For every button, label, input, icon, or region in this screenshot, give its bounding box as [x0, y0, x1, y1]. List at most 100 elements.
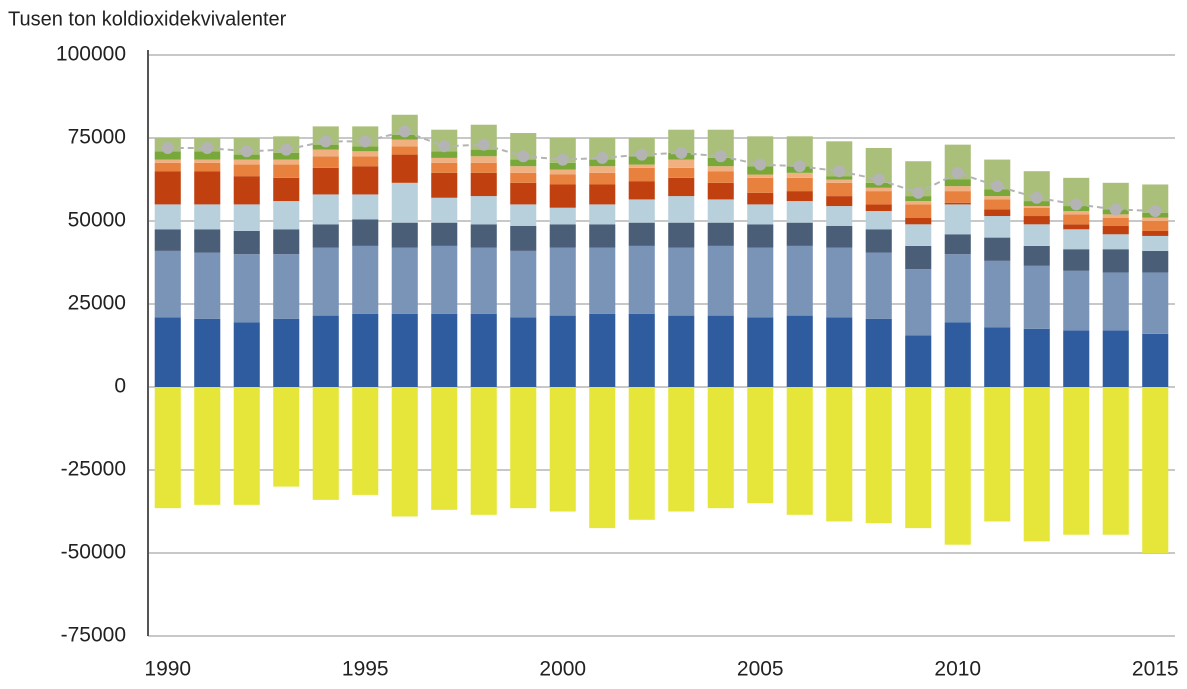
bar-segment: [233, 159, 260, 165]
line-marker: [912, 186, 925, 199]
line-marker: [991, 180, 1004, 193]
bar-segment: [154, 387, 181, 509]
bar-segment: [826, 206, 853, 226]
line: [167, 130, 1156, 213]
bar-segment: [233, 176, 260, 205]
bar-segment: [786, 172, 813, 178]
bar-segment: [589, 224, 616, 248]
bar-segment: [510, 182, 537, 205]
y-tick-label: -75000: [61, 624, 126, 647]
line-marker: [201, 141, 214, 154]
bar-segment: [786, 191, 813, 202]
bar-segment: [194, 252, 221, 319]
bar-segment: [352, 146, 379, 152]
bar-segment: [233, 387, 260, 505]
bar-segment: [194, 171, 221, 205]
bar-segment: [154, 162, 181, 172]
bar-segment: [431, 157, 458, 163]
bar-segment: [154, 159, 181, 163]
bar-segment: [1063, 229, 1090, 250]
bar-segment: [826, 182, 853, 197]
bar-segment: [549, 224, 576, 248]
bar-segment: [1142, 250, 1169, 273]
bar-segment: [747, 387, 774, 504]
bar-segment: [1142, 387, 1169, 553]
bar-segment: [510, 166, 537, 173]
bar-segment: [273, 229, 300, 255]
bar-segment: [668, 129, 695, 153]
line-marker: [754, 158, 767, 171]
bar-segment: [905, 201, 932, 205]
bar-segment: [431, 151, 458, 158]
bar-segment: [391, 247, 418, 314]
bar-segment: [1023, 265, 1050, 329]
bar-segment: [312, 156, 339, 168]
bar-segment: [984, 260, 1011, 328]
x-tick-label: 2010: [934, 658, 981, 681]
bar-segment: [747, 224, 774, 248]
line-marker: [833, 165, 846, 178]
bar-segment: [1023, 216, 1050, 225]
bar-segment: [1142, 230, 1169, 236]
bar-segment: [984, 387, 1011, 522]
bar-segment: [1102, 214, 1129, 218]
y-tick-label: 0: [114, 375, 126, 398]
y-tick-label: -25000: [61, 458, 126, 481]
bar-segment: [154, 151, 181, 160]
bar-segment: [1063, 330, 1090, 387]
x-tick-label: 1990: [144, 658, 191, 681]
bar-segment: [549, 162, 576, 170]
bar-segment: [431, 387, 458, 510]
bar-segment: [431, 162, 458, 173]
bar-segment: [707, 387, 734, 509]
bar-segment: [510, 317, 537, 387]
line-marker: [793, 160, 806, 173]
bar-segment: [984, 237, 1011, 261]
bar-segment: [1023, 207, 1050, 217]
bar-segment: [1063, 387, 1090, 535]
bar-segment: [233, 254, 260, 323]
bar-segment: [352, 219, 379, 246]
bar-segment: [984, 196, 1011, 200]
bar-segment: [865, 204, 892, 212]
bar-segment: [865, 191, 892, 205]
y-tick-label: 25000: [68, 292, 126, 315]
line-marker: [280, 143, 293, 156]
bar-segment: [510, 225, 537, 251]
x-tick-label: 2005: [737, 658, 784, 681]
bar-segment: [628, 222, 655, 246]
bar-segment: [984, 189, 1011, 197]
bar-segment: [865, 187, 892, 192]
line-marker: [1070, 198, 1083, 211]
bar-segment: [628, 313, 655, 387]
bar-segment: [1142, 333, 1169, 387]
bar-segment: [352, 313, 379, 387]
line-marker: [517, 150, 530, 163]
bar-segment: [312, 247, 339, 316]
bar-segment: [470, 156, 497, 163]
bar-segment: [589, 313, 616, 387]
bar-segment: [549, 387, 576, 512]
bar-segment: [668, 387, 695, 512]
bar-segment: [707, 182, 734, 200]
bar-segment: [668, 247, 695, 316]
bar-segment: [865, 387, 892, 524]
bar-segment: [273, 159, 300, 165]
line-marker: [359, 135, 372, 148]
bar-segment: [786, 201, 813, 223]
bar-segment: [589, 247, 616, 314]
bar-segment: [747, 192, 774, 205]
bar-segment: [312, 194, 339, 225]
bar-segment: [549, 169, 576, 175]
bar-segment: [431, 197, 458, 223]
y-tick-label: 75000: [68, 126, 126, 149]
bar-segment: [1102, 387, 1129, 535]
bar-segment: [984, 327, 1011, 387]
bar-segment: [747, 174, 774, 178]
bar-segment: [510, 159, 537, 167]
line-marker: [714, 150, 727, 163]
bar-segment: [470, 196, 497, 225]
bar-segment: [1023, 245, 1050, 266]
bar-segment: [589, 387, 616, 529]
bar-segment: [628, 167, 655, 182]
